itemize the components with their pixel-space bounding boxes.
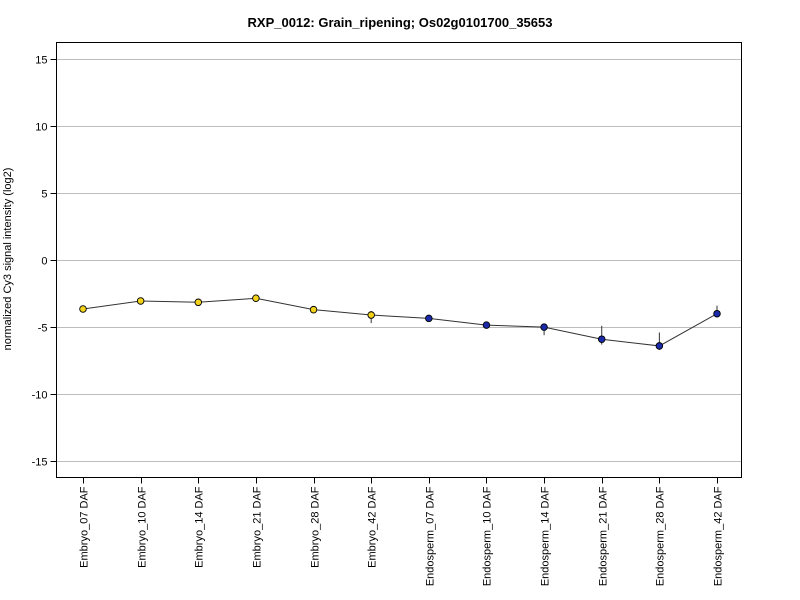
x-tick-label: Embryo_14 DAF [194, 486, 206, 568]
x-tick-label: Endosperm_42 DAF [713, 486, 725, 586]
x-axis: Embryo_07 DAF Embryo_10 DAF Embryo_14 DAF E… [79, 477, 725, 586]
data-point [79, 305, 87, 313]
data-point [309, 305, 318, 314]
x-tick-label: Endosperm_28 DAF [655, 486, 667, 586]
x-tick-label: Embryo_42 DAF [367, 486, 379, 568]
data-point [540, 323, 548, 331]
series-line [82, 297, 718, 347]
data-point [252, 294, 260, 303]
y-tick-label: 10 [35, 122, 47, 134]
y-tick-label: 0 [41, 256, 47, 268]
x-tick-label: Endosperm_07 DAF [425, 486, 437, 586]
grid-layer [56, 59, 742, 462]
y-tick-label: 5 [41, 189, 47, 201]
data-point [367, 311, 375, 319]
data-point [194, 298, 203, 307]
data-point [655, 342, 664, 350]
data-point [425, 314, 433, 323]
x-tick-label: Endosperm_14 DAF [540, 486, 552, 586]
y-tick-label: 15 [35, 55, 47, 67]
data-point [482, 321, 491, 329]
x-tick-label: Embryo_21 DAF [252, 486, 264, 568]
y-tick-label: -5 [38, 323, 48, 335]
y-axis-label: normalized Cy3 signal intensity (log2) [2, 168, 14, 351]
x-tick-label: Embryo_07 DAF [79, 486, 91, 568]
x-tick-label: Embryo_28 DAF [310, 486, 322, 568]
data-point [713, 309, 721, 318]
y-tick-label: -15 [32, 457, 48, 469]
series-layer [79, 294, 721, 350]
y-axis: -15 -10 -5 0 5 10 15 [32, 55, 57, 469]
x-tick-label: Embryo_10 DAF [137, 486, 149, 568]
chart-title: RXP_0012: Grain_ripening; Os02g0101700_3… [248, 15, 553, 30]
x-tick-label: Endosperm_10 DAF [482, 486, 494, 586]
data-point [597, 335, 606, 343]
x-tick-label: Endosperm_21 DAF [598, 486, 610, 586]
y-tick-label: -10 [32, 390, 48, 402]
data-point [136, 297, 145, 305]
